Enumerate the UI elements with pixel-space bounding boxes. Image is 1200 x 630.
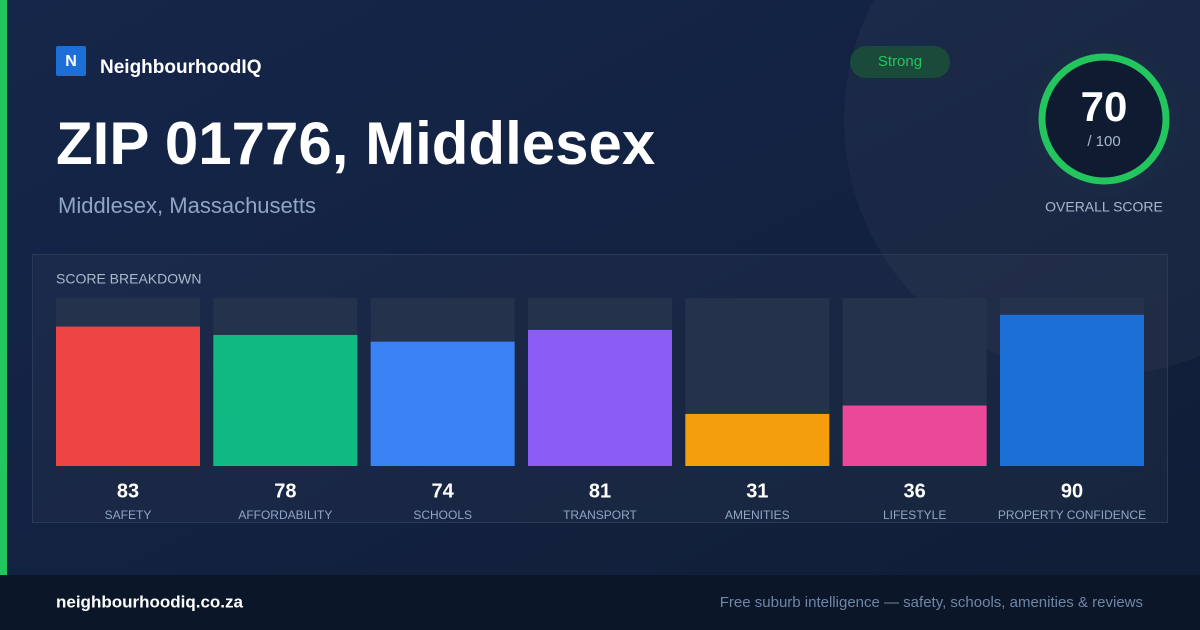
title: ZIP 01776, Middlesex bbox=[56, 110, 655, 177]
category-label: AFFORDABILITY bbox=[238, 508, 332, 522]
logo-letter: N bbox=[65, 53, 77, 70]
bar bbox=[842, 405, 987, 466]
value-label: 81 bbox=[589, 480, 611, 502]
logo bbox=[56, 46, 86, 76]
footer-bg bbox=[0, 575, 1200, 630]
bar bbox=[685, 413, 830, 466]
brand: NeighbourhoodIQ bbox=[100, 57, 261, 78]
chart-title: SCORE BREAKDOWN bbox=[56, 271, 201, 287]
overall-out-of: / 100 bbox=[1087, 133, 1120, 150]
category-label: SAFETY bbox=[105, 508, 152, 522]
overall-label: OVERALL SCORE bbox=[1045, 199, 1163, 215]
category-label: LIFESTYLE bbox=[883, 508, 946, 522]
badge-bg bbox=[850, 46, 950, 78]
category-label: TRANSPORT bbox=[563, 508, 637, 522]
accent-strip bbox=[0, 0, 7, 575]
category-label: SCHOOLS bbox=[413, 508, 472, 522]
footer-site: neighbourhoodiq.co.za bbox=[56, 592, 244, 611]
bar bbox=[56, 326, 200, 466]
value-label: 83 bbox=[117, 480, 139, 502]
value-label: 90 bbox=[1061, 480, 1083, 502]
panel bbox=[32, 254, 1168, 523]
overall-score: 70 bbox=[1081, 83, 1128, 130]
value-label: 74 bbox=[432, 480, 455, 502]
category-label: PROPERTY CONFIDENCE bbox=[998, 508, 1146, 522]
bar bbox=[213, 334, 358, 466]
bar bbox=[527, 329, 672, 466]
value-label: 36 bbox=[904, 480, 926, 502]
gauge-ring bbox=[1038, 53, 1170, 185]
bar-group: 83 SAFETY 78 AFFORDABILITY 74 SCHOOLS 81 TRANSP… bbox=[56, 298, 1146, 522]
bar bbox=[999, 314, 1144, 466]
badge: Strong bbox=[878, 53, 922, 70]
category-label: AMENITIES bbox=[725, 508, 790, 522]
bar bbox=[370, 341, 515, 466]
value-label: 78 bbox=[274, 480, 296, 502]
value-label: 31 bbox=[746, 480, 768, 502]
subtitle: Middlesex, Massachusetts bbox=[58, 193, 316, 218]
footer-tagline: Free suburb intelligence — safety, schoo… bbox=[720, 594, 1143, 611]
